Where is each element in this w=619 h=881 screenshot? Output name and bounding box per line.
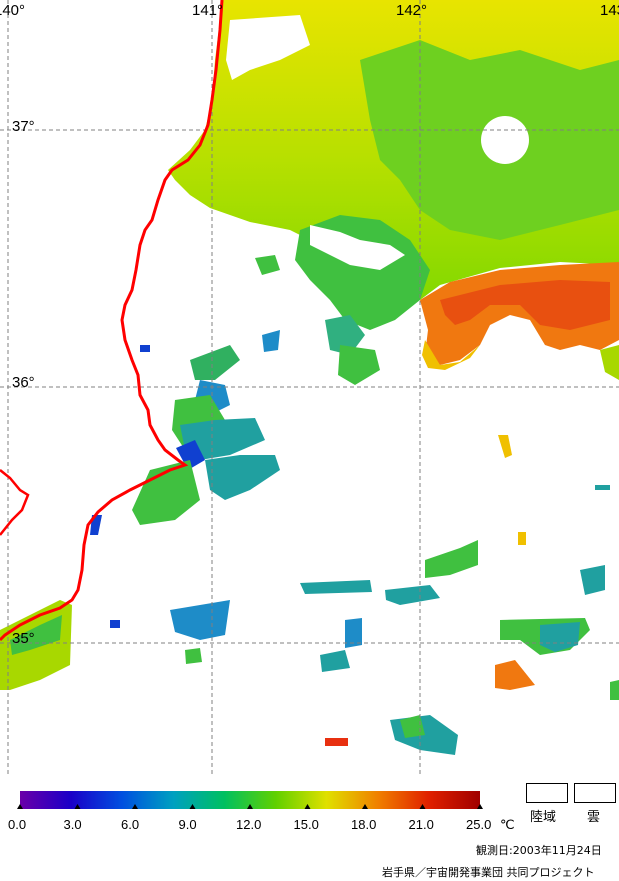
colorbar-tick-label: 18.0 <box>351 817 377 832</box>
lat-label-35: 35° <box>12 630 35 647</box>
cloud-gaps-north <box>226 15 310 80</box>
colorbar-tick-label: 3.0 <box>63 817 82 832</box>
lon-label-140: 140° <box>0 2 26 19</box>
colorbar-tick-mark <box>362 804 368 809</box>
temperature-colorbar <box>17 791 483 809</box>
warm-water-core <box>440 280 610 330</box>
warm-water-edge-east <box>600 345 619 380</box>
lon-label-142: 142° <box>396 2 428 19</box>
colorbar-tick-mark <box>74 804 81 809</box>
coastline <box>0 0 224 642</box>
colorbar-tick-label: 25.0 <box>466 817 492 832</box>
colorbar-tick-label: 0.0 <box>8 817 27 832</box>
graticule <box>0 0 619 775</box>
offshore-patches <box>90 345 619 755</box>
warm-water-edge <box>422 340 480 370</box>
colorbar-tick-mark <box>247 804 253 809</box>
lon-label-141: 141° <box>192 2 224 19</box>
sea-surface-temperature-map <box>0 0 619 775</box>
coastal-patches <box>132 255 380 525</box>
colorbar-unit: ℃ <box>500 817 515 832</box>
southwest-green <box>10 615 62 655</box>
colorbar-tick-label: 15.0 <box>293 817 319 832</box>
cloud-key-label: 雲 <box>587 810 601 825</box>
colorbar-tick-label: 21.0 <box>408 817 434 832</box>
observation-date: 観測日:2003年11月24日 <box>476 844 602 857</box>
lon-label-143: 143° <box>600 2 619 19</box>
colorbar-tick-label: 12.0 <box>236 817 262 832</box>
colorbar-tick-label: 9.0 <box>178 817 197 832</box>
colorbar-tick-mark <box>477 804 483 809</box>
colorbar-tick-mark <box>304 804 311 809</box>
land-key-label: 陸域 <box>530 810 557 825</box>
coastline-island <box>0 469 30 536</box>
colorbar-tick-mark <box>419 804 426 809</box>
cloud-key-box <box>574 783 616 803</box>
cloud-hole <box>481 116 529 164</box>
project-credit: 岩手県／宇宙開発事業団 共同プロジェクト <box>382 866 595 879</box>
land-key-box <box>526 783 568 803</box>
lat-label-37: 37° <box>12 118 35 135</box>
cloud-gaps-mid <box>310 225 405 270</box>
colorbar-tick-label: 6.0 <box>121 817 140 832</box>
lat-label-36: 36° <box>12 374 35 391</box>
colorbar-tick-mark <box>17 804 23 809</box>
colorbar-tick-mark <box>189 804 196 809</box>
colorbar-tick-mark <box>132 804 138 809</box>
